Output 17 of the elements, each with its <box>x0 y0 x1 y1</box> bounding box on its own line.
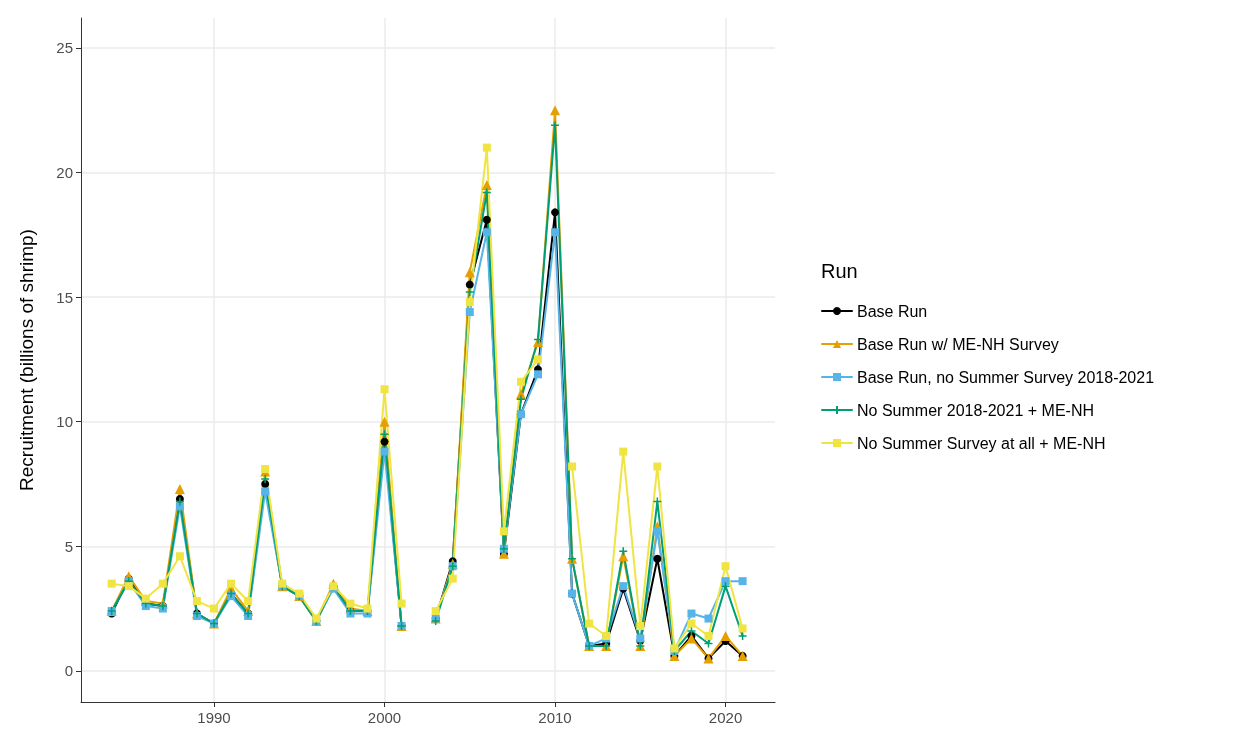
y-tick-label: 0 <box>64 662 73 680</box>
y-tick-label: 15 <box>56 288 73 306</box>
legend-label: No Summer Survey at all + ME-NH <box>857 434 1106 452</box>
y-tick-label: 5 <box>64 537 73 555</box>
x-tick-label: 2010 <box>538 709 572 726</box>
legend-label: No Summer 2018-2021 + ME-NH <box>857 401 1094 419</box>
y-tick-label: 10 <box>56 413 73 431</box>
legend-title: Run <box>821 260 858 282</box>
x-tick-label: 2020 <box>708 709 743 726</box>
y-tick-label: 25 <box>56 39 73 57</box>
legend-label: Base Run, no Summer Survey 2018-2021 <box>857 368 1155 386</box>
x-tick-label: 2000 <box>367 709 402 726</box>
y-tick-label: 20 <box>56 163 73 181</box>
x-tick-label: 1990 <box>197 709 231 726</box>
legend-label: Base Run <box>857 302 928 320</box>
y-axis-title: Recruitment (billions of shrimp) <box>16 229 37 491</box>
legend-label: Base Run w/ ME-NH Survey <box>857 335 1059 353</box>
